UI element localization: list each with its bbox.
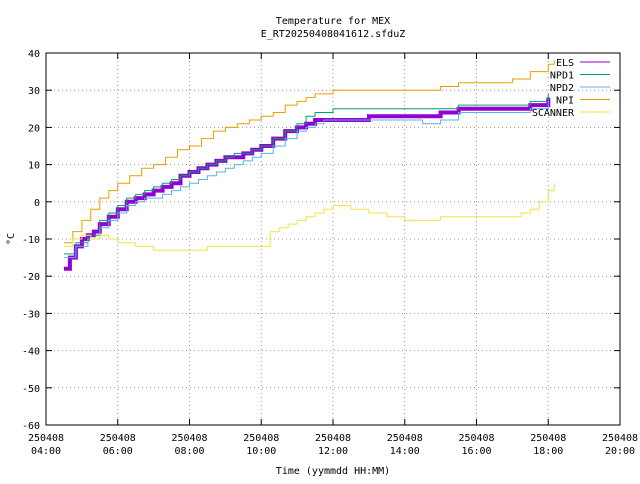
y-tick-label: -30 xyxy=(22,309,40,320)
x-tick-label-date: 250408 xyxy=(315,433,351,444)
x-tick-label-date: 250408 xyxy=(602,433,638,444)
x-tick-label-date: 250408 xyxy=(100,433,136,444)
x-tick-label-date: 250408 xyxy=(28,433,64,444)
x-tick-label-date: 250408 xyxy=(530,433,566,444)
y-tick-label: -40 xyxy=(22,347,40,358)
chart-subtitle: E_RT20250408041612.sfduZ xyxy=(261,29,406,40)
y-tick-label: 0 xyxy=(34,198,40,209)
legend-label-scanner: SCANNER xyxy=(532,108,575,119)
x-tick-label-time: 06:00 xyxy=(103,446,133,457)
y-tick-label: 10 xyxy=(28,161,40,172)
legend-label-npd2: NPD2 xyxy=(550,83,574,94)
series-layer xyxy=(63,60,555,271)
x-tick-label-time: 10:00 xyxy=(246,446,276,457)
x-tick-label-time: 04:00 xyxy=(31,446,61,457)
x-tick-label-time: 14:00 xyxy=(390,446,420,457)
series-line-scanner xyxy=(63,183,555,251)
legend-label-npd1: NPD1 xyxy=(550,71,574,82)
y-tick-label: 20 xyxy=(28,123,40,134)
y-tick-label: -10 xyxy=(22,235,40,246)
chart-title: Temperature for MEX xyxy=(276,16,390,27)
y-axis-label: °C xyxy=(6,233,17,245)
x-tick-label-date: 250408 xyxy=(171,433,207,444)
x-axis-label: Time (yymmdd HH:MM) xyxy=(276,466,390,477)
x-tick-label-time: 16:00 xyxy=(461,446,491,457)
legend-label-els: ELS xyxy=(556,58,574,69)
series-line-npi xyxy=(63,60,555,244)
y-tick-label: -60 xyxy=(22,421,40,432)
series-line-npd1 xyxy=(63,93,549,255)
x-tick-label-time: 18:00 xyxy=(533,446,563,457)
x-tick-label-time: 20:00 xyxy=(605,446,635,457)
y-tick-label: 40 xyxy=(28,49,40,60)
y-tick-label: -50 xyxy=(22,384,40,395)
y-tick-label: -20 xyxy=(22,272,40,283)
x-tick-label-date: 250408 xyxy=(387,433,423,444)
series-line-npd2 xyxy=(63,101,549,259)
legend-label-npi: NPI xyxy=(556,96,574,107)
x-tick-label-time: 08:00 xyxy=(174,446,204,457)
ticks-layer: 403020100-10-20-30-40-50-6025040804:0025… xyxy=(22,49,638,457)
x-tick-label-date: 250408 xyxy=(458,433,494,444)
x-tick-label-date: 250408 xyxy=(243,433,279,444)
y-tick-label: 30 xyxy=(28,86,40,97)
x-tick-label-time: 12:00 xyxy=(318,446,348,457)
